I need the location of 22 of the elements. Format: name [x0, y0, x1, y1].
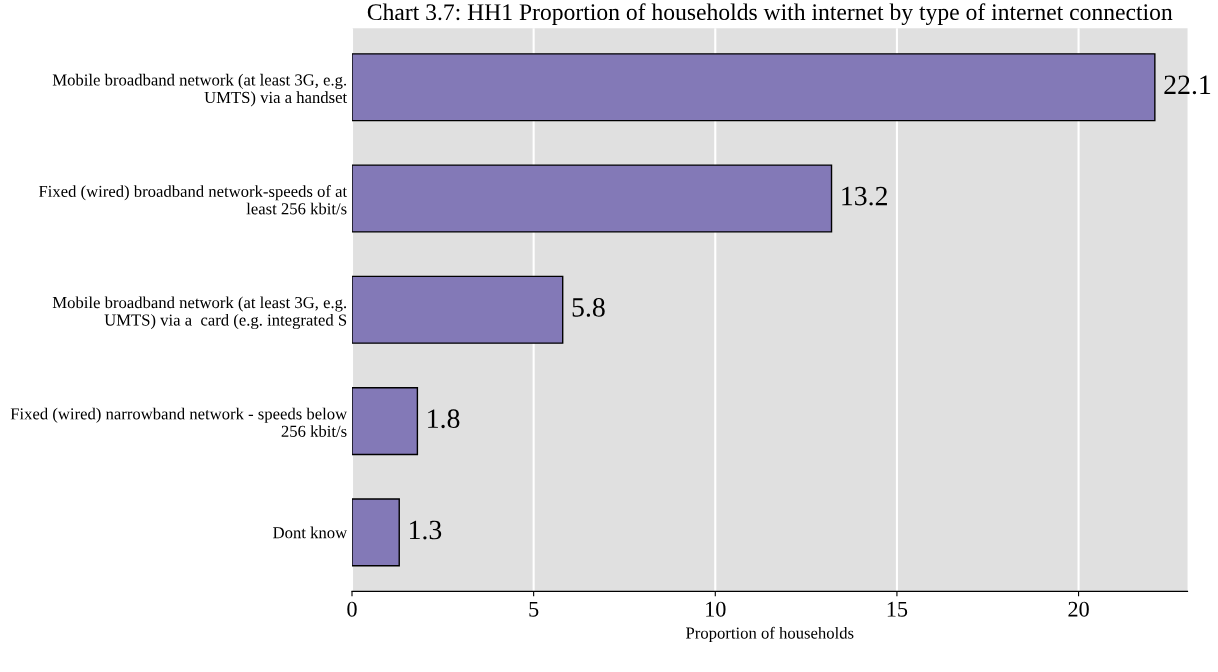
y-tick-label: Fixed (wired) broadband network-speeds of at least 256 kbit/s [38, 185, 348, 215]
data-label: 22.1 [1164, 75, 1211, 95]
x-tick-label: 10 [706, 601, 726, 617]
y-tick-label: Fixed (wired) narrowband network - speeds below 256 kbit/s [10, 407, 348, 437]
data-label: 1.8 [428, 409, 460, 429]
y-tick-label: Mobile broadband network (at least 3G, e.g. UMTS) via a handset [52, 73, 348, 107]
x-tick-label: 5 [529, 601, 539, 617]
y-tick-label: Dont know [273, 526, 348, 539]
data-label: 5.8 [572, 298, 605, 317]
data-label: 13.2 [842, 186, 887, 206]
bar [352, 53, 1156, 122]
x-axis-title: Proportion of households [686, 626, 854, 643]
data-label: 1.3 [410, 520, 442, 540]
y-tick-label: Mobile broadband network (at least 3G, e.g. UMTS) via a card (e.g. integrated S [52, 296, 347, 330]
chart-title: Chart 3.7: HH1 Proportion of households with internet by type of internet connection [367, 3, 1173, 25]
x-tick-label: 20 [1068, 601, 1089, 617]
bar [352, 387, 419, 456]
x-tick-label: 15 [887, 601, 908, 617]
x-tick-label: 0 [347, 601, 357, 617]
bar [352, 275, 564, 344]
bar [352, 164, 833, 233]
bar [352, 498, 400, 567]
